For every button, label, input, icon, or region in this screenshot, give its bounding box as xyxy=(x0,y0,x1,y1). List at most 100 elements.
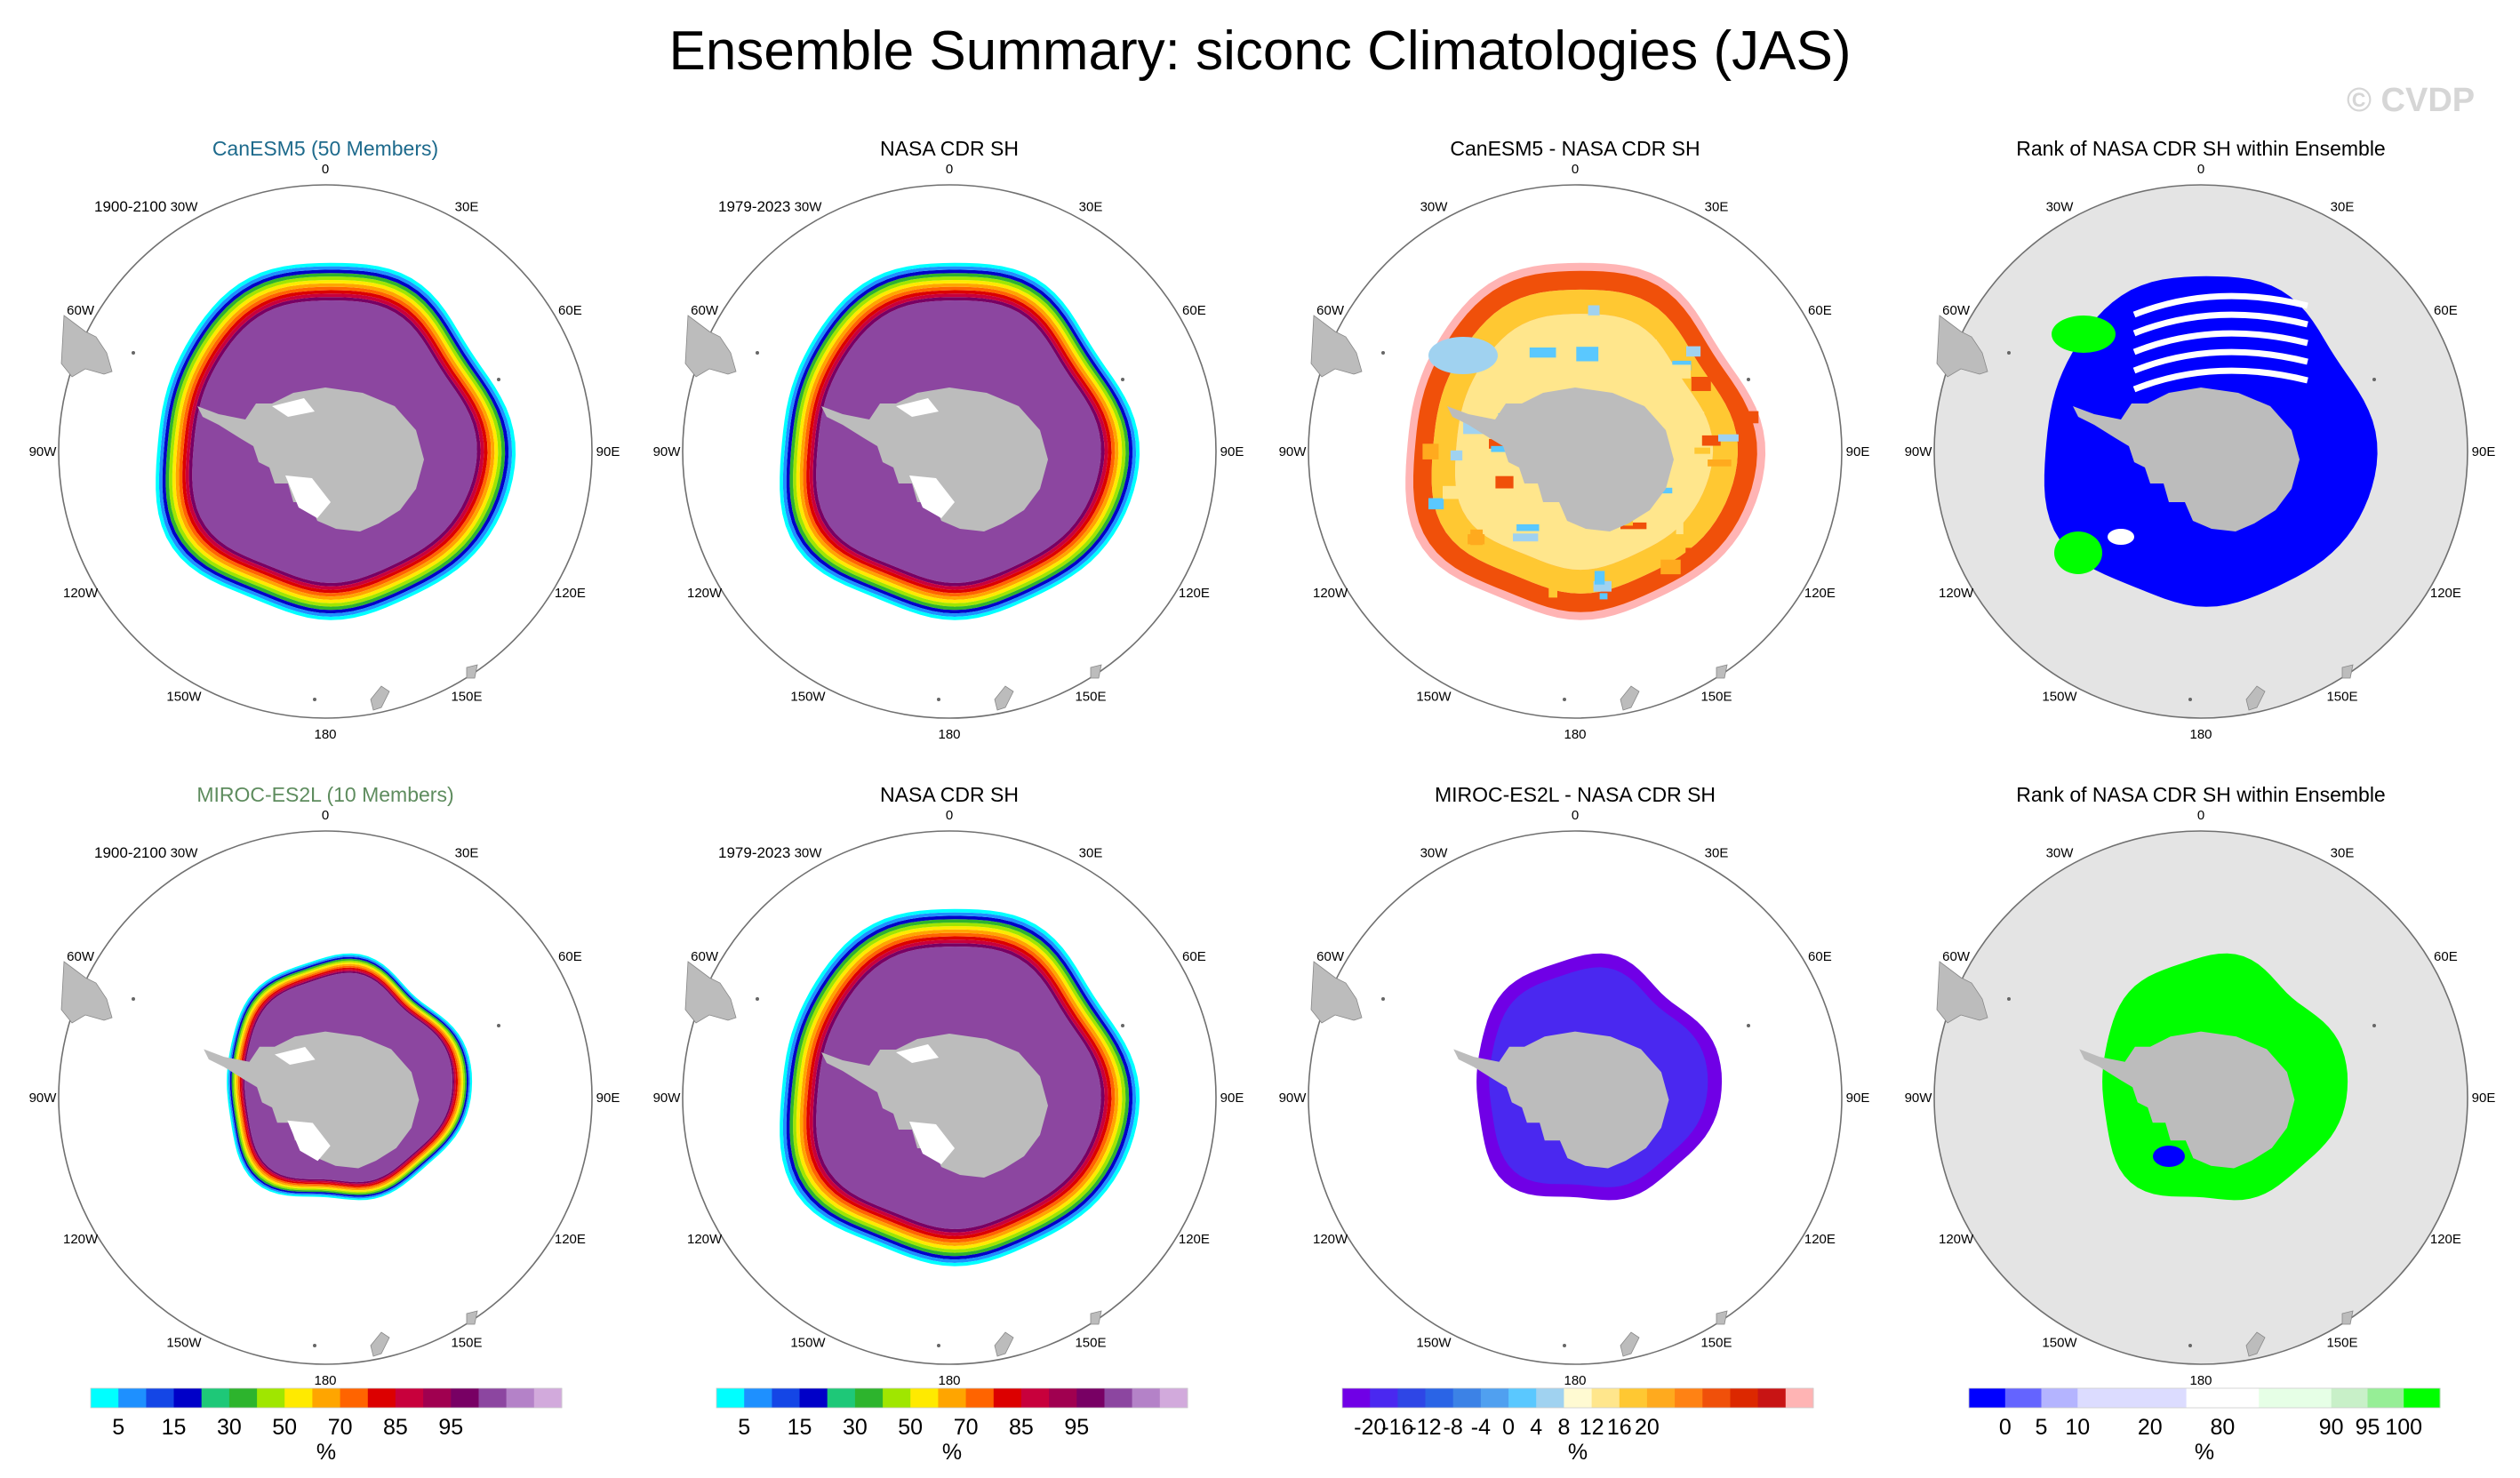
diff-patch xyxy=(1599,593,1608,600)
colorbar-swatch xyxy=(257,1388,285,1408)
colorbar-swatch xyxy=(367,1388,396,1408)
lon-label: 150W xyxy=(166,689,202,704)
colorbar-swatch xyxy=(744,1388,772,1408)
lon-label: 150E xyxy=(1075,689,1106,704)
south-america-landmass xyxy=(1936,315,1988,378)
new-zealand-landmass xyxy=(1620,685,1640,711)
new-zealand-landmass xyxy=(370,685,390,711)
colorbar-tick-label: 50 xyxy=(898,1415,923,1440)
colorbar-swatch xyxy=(340,1388,369,1408)
ice-band xyxy=(241,969,456,1186)
colorbar-tick-label: 15 xyxy=(788,1415,812,1440)
lon-label: 120W xyxy=(1313,586,1348,601)
lon-label: 30W xyxy=(1420,200,1449,215)
new-zealand-landmass xyxy=(2245,1331,2266,1357)
map-panel-6: 0 30E 60E 90E 120E 150E 180 150W 120W 90W 60W 30W NA… xyxy=(653,783,1244,1388)
rank-streak xyxy=(2132,292,2308,318)
antarctica-landmass xyxy=(821,387,1048,531)
colorbar-swatch xyxy=(827,1388,856,1408)
diff-patch xyxy=(1489,438,1508,449)
lon-label: 30E xyxy=(1705,846,1729,861)
lon-label: 60W xyxy=(67,303,95,318)
colorbar-swatch xyxy=(201,1388,230,1408)
lon-label: 90W xyxy=(1279,1091,1308,1106)
lon-label: 90E xyxy=(1220,444,1244,459)
colorbar-swatch xyxy=(1536,1388,1564,1408)
lon-label: 180 xyxy=(1564,727,1586,742)
south-america-landmass xyxy=(1310,961,1363,1024)
colorbar-unit: % xyxy=(316,1440,336,1465)
colorbar-swatch xyxy=(2294,1388,2332,1408)
colorbar-swatch xyxy=(1730,1388,1759,1408)
lon-label: 60E xyxy=(1182,949,1206,964)
colorbar-unit: % xyxy=(942,1440,962,1465)
colorbar-swatch xyxy=(1591,1388,1620,1408)
map-panel-7: 0 30E 60E 90E 120E 150E 180 150W 120W 90W 60W 30W MI… xyxy=(1279,783,1870,1388)
colorbar-swatch xyxy=(533,1388,563,1408)
lon-label: 90E xyxy=(596,1091,620,1106)
colorbar-swatch xyxy=(2186,1388,2223,1408)
colorbar-tick-label: 20 xyxy=(2138,1415,2163,1440)
diff-patch xyxy=(1548,587,1557,598)
lon-label: 30E xyxy=(2331,200,2355,215)
panel-title: CanESM5 (50 Members) xyxy=(212,137,438,160)
island-dot xyxy=(1563,1344,1566,1347)
colorbar-tick-label: 90 xyxy=(2319,1415,2344,1440)
lon-label: 30E xyxy=(1079,200,1103,215)
colorbar-swatch xyxy=(423,1388,452,1408)
lon-label: 150E xyxy=(451,1335,482,1350)
lon-label: 60W xyxy=(1942,303,1971,318)
diff-patch xyxy=(1428,337,1498,374)
panel-title: MIROC-ES2L (10 Members) xyxy=(196,783,453,806)
antarctica-landmass xyxy=(197,387,424,531)
rank-streak xyxy=(2132,330,2308,356)
south-america-landmass xyxy=(1310,315,1363,378)
lon-label: 150E xyxy=(1700,1335,1732,1350)
ice-shelf xyxy=(909,1122,955,1164)
colorbar-swatch xyxy=(1049,1388,1077,1408)
lon-label: 0 xyxy=(946,808,953,823)
rank-patch xyxy=(2052,316,2116,353)
period-label: 1900-2100 xyxy=(94,844,166,861)
colorbar-swatch xyxy=(395,1388,424,1408)
lon-label: 150E xyxy=(1075,1335,1106,1350)
colorbar-swatch xyxy=(1132,1388,1161,1408)
ice-shelf xyxy=(896,398,939,417)
lon-label: 30E xyxy=(2331,846,2355,861)
island-dot xyxy=(132,351,135,355)
tasmania-landmass xyxy=(1090,664,1102,679)
lon-label: 30W xyxy=(2046,200,2075,215)
colorbar-tick-label: 5 xyxy=(112,1415,124,1440)
colorbar-swatch xyxy=(938,1388,967,1408)
colorbar-swatch xyxy=(716,1388,745,1408)
colorbar-swatch xyxy=(1397,1388,1427,1408)
period-label: 1900-2100 xyxy=(94,198,166,215)
antarctica-landmass xyxy=(821,1034,1048,1178)
figure-title: Ensemble Summary: siconc Climatologies (… xyxy=(668,20,1852,82)
diff-patch xyxy=(1620,522,1647,530)
lon-label: 0 xyxy=(946,162,953,177)
lon-label: 150W xyxy=(2042,1335,2077,1350)
new-zealand-landmass xyxy=(2245,685,2266,711)
colorbar-swatch xyxy=(228,1388,258,1408)
colorbar-swatch xyxy=(772,1388,801,1408)
panel-title: NASA CDR SH xyxy=(880,783,1019,806)
lon-label: 0 xyxy=(322,162,329,177)
colorbar-tick-label: 70 xyxy=(328,1415,353,1440)
lon-label: 180 xyxy=(314,727,336,742)
colorbar-tick-label: 16 xyxy=(1607,1415,1632,1440)
colorbar-swatch xyxy=(993,1388,1022,1408)
lon-label: 120E xyxy=(1179,586,1210,601)
tasmania-landmass xyxy=(466,1310,478,1325)
lon-label: 30E xyxy=(455,846,479,861)
colorbar-tick-label: 100 xyxy=(2385,1415,2422,1440)
panel-title: MIROC-ES2L - NASA CDR SH xyxy=(1435,783,1716,806)
colorbar-swatch xyxy=(1076,1388,1105,1408)
diff-patch xyxy=(1687,411,1705,422)
south-america-landmass xyxy=(684,961,737,1024)
colorbar-swatch xyxy=(1104,1388,1133,1408)
lon-label: 90W xyxy=(1905,444,1933,459)
colorbar-swatch xyxy=(2367,1388,2404,1408)
lon-label: 30W xyxy=(795,200,823,215)
south-america-landmass xyxy=(684,315,737,378)
